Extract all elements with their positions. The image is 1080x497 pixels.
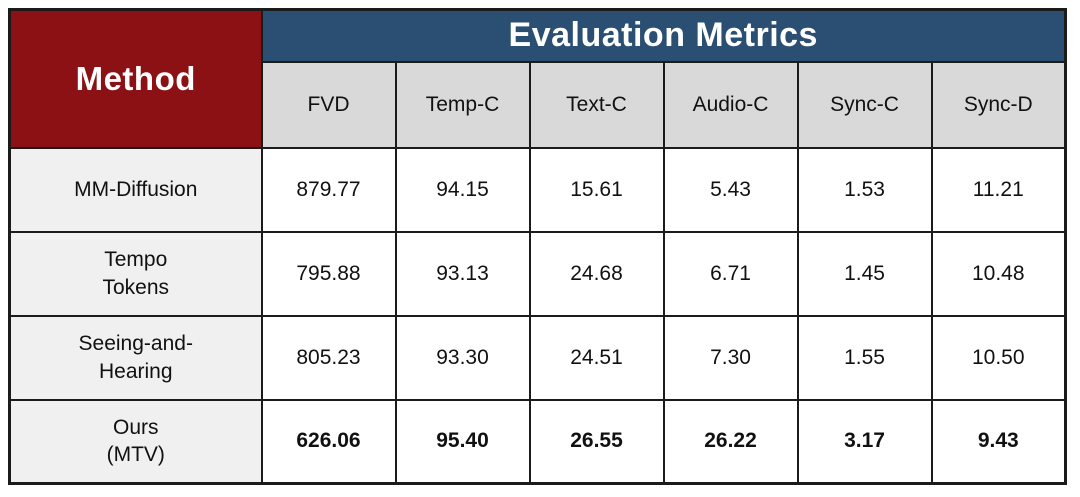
- value-cell: 3.17: [796, 398, 933, 485]
- method-cell: Tempo Tokens: [8, 230, 263, 317]
- value-cell: 9.43: [930, 398, 1067, 485]
- column-header-row: FVD Temp-C Text-C Audio-C Sync-C Sync-D: [10, 60, 1067, 149]
- value-cell: 26.55: [528, 398, 665, 485]
- value-cell: 94.15: [394, 146, 531, 233]
- value-cell: 626.06: [260, 398, 397, 485]
- value-cell: 11.21: [930, 146, 1067, 233]
- value-cell: 10.48: [930, 230, 1067, 317]
- value-cell: 1.45: [796, 230, 933, 317]
- table-row-ours-mtv: Ours (MTV) 626.06 95.40 26.55 26.22 3.17…: [8, 398, 1067, 485]
- value-cell: 5.43: [662, 146, 799, 233]
- column-header-sync-c: Sync-C: [796, 60, 933, 149]
- value-cell: 1.55: [796, 314, 933, 401]
- table-header-row: Method Evaluation Metrics: [8, 8, 1067, 149]
- table-row-seeing-and-hearing: Seeing-and- Hearing 805.23 93.30 24.51 7…: [8, 314, 1067, 401]
- method-cell: Ours (MTV): [8, 398, 263, 485]
- evaluation-table: Method Evaluation Metrics FVD Temp-C Tex…: [8, 8, 1067, 485]
- value-cell: 805.23: [260, 314, 397, 401]
- metrics-table: Method Evaluation Metrics FVD Temp-C Tex…: [8, 8, 1067, 485]
- value-cell: 93.13: [394, 230, 531, 317]
- value-cell: 24.68: [528, 230, 665, 317]
- value-cell: 24.51: [528, 314, 665, 401]
- value-cell: 26.22: [662, 398, 799, 485]
- column-header-fvd: FVD: [260, 60, 397, 149]
- table-row-tempo-tokens: Tempo Tokens 795.88 93.13 24.68 6.71 1.4…: [8, 230, 1067, 317]
- column-header-text-c: Text-C: [528, 60, 665, 149]
- value-cell: 6.71: [662, 230, 799, 317]
- value-cell: 95.40: [394, 398, 531, 485]
- value-cell: 1.53: [796, 146, 933, 233]
- method-cell: MM-Diffusion: [8, 146, 263, 233]
- value-cell: 7.30: [662, 314, 799, 401]
- column-header-audio-c: Audio-C: [662, 60, 799, 149]
- method-cell: Seeing-and- Hearing: [8, 314, 263, 401]
- column-header-sync-d: Sync-D: [930, 60, 1067, 149]
- method-header-cell: Method: [8, 8, 263, 149]
- value-cell: 10.50: [930, 314, 1067, 401]
- table-row-mm-diffusion: MM-Diffusion 879.77 94.15 15.61 5.43 1.5…: [8, 146, 1067, 233]
- value-cell: 795.88: [260, 230, 397, 317]
- column-header-temp-c: Temp-C: [394, 60, 531, 149]
- metrics-group-header-cell: Evaluation Metrics: [260, 8, 1067, 63]
- value-cell: 15.61: [528, 146, 665, 233]
- value-cell: 879.77: [260, 146, 397, 233]
- value-cell: 93.30: [394, 314, 531, 401]
